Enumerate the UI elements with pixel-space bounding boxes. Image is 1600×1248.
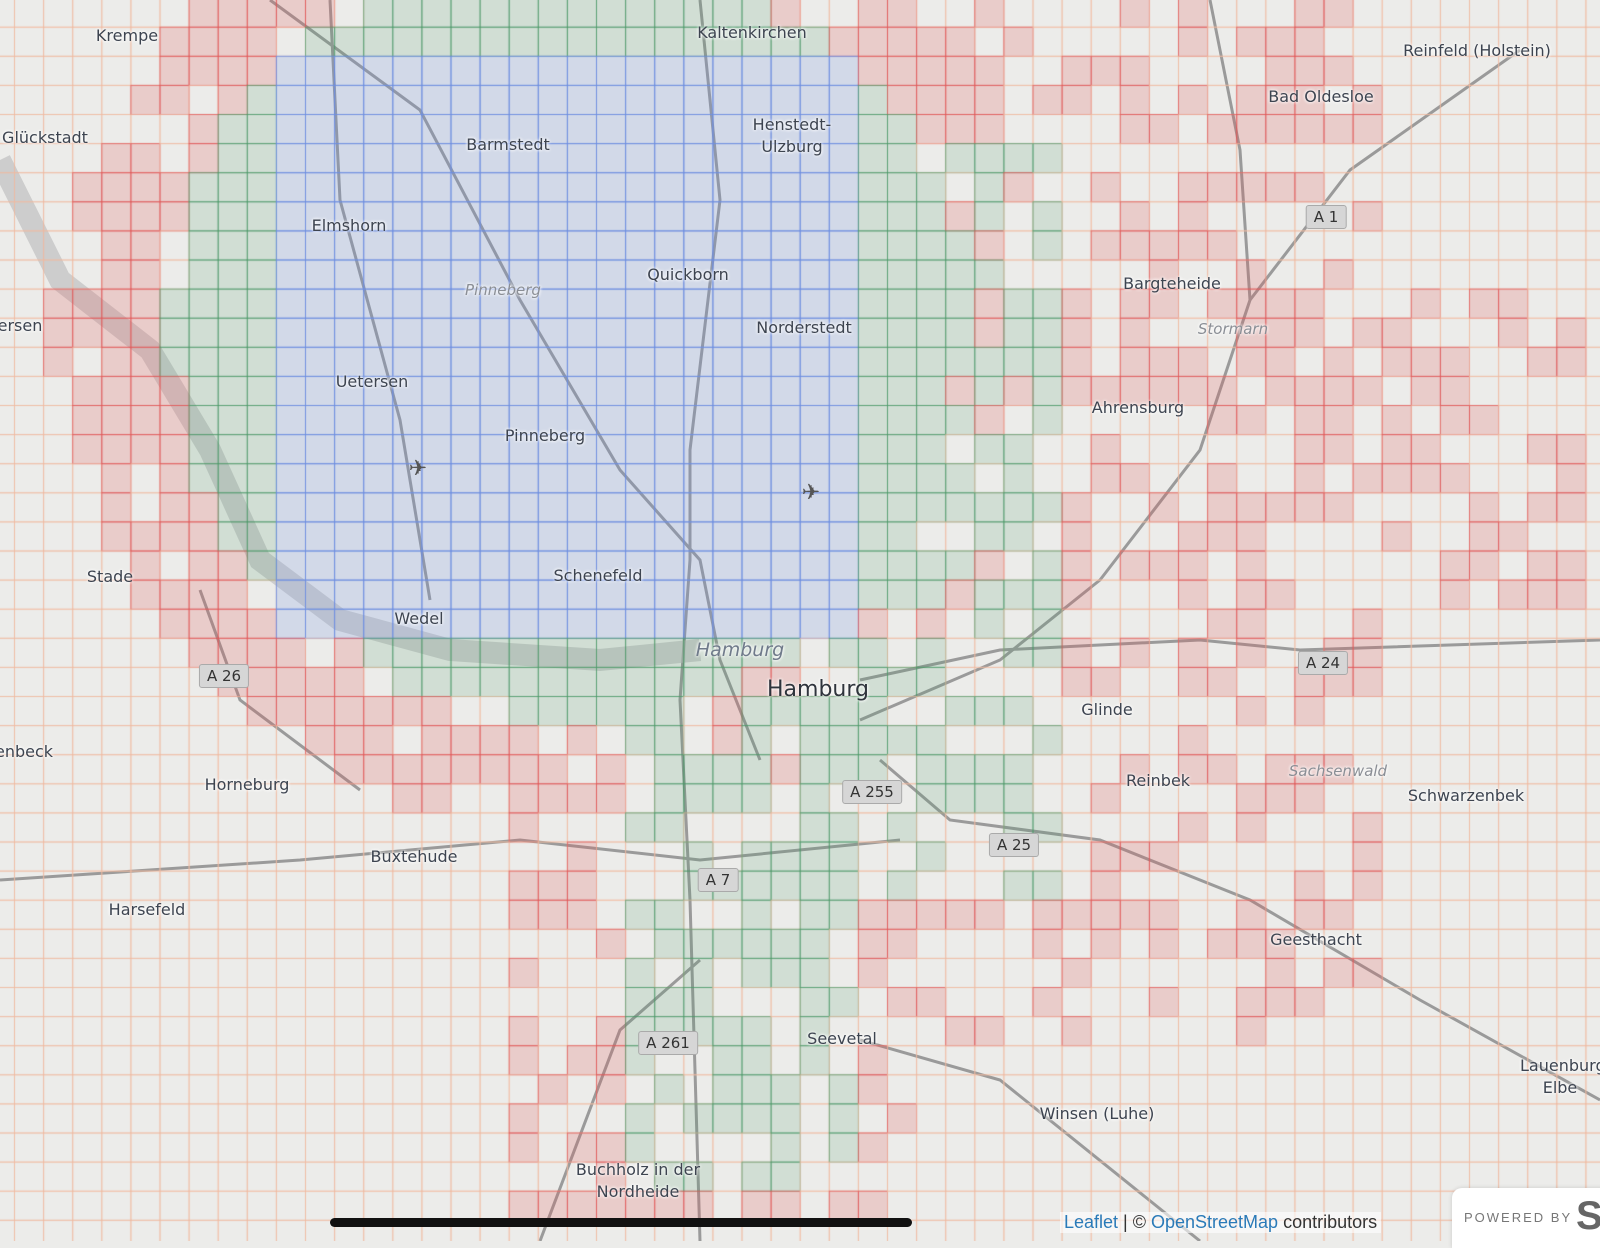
road-shield: A 7: [697, 868, 739, 892]
place-label: Glückstadt: [2, 128, 88, 147]
place-label: Reinbek: [1125, 771, 1191, 790]
place-label: Buchholz in der Nordheide: [575, 1160, 701, 1201]
place-label: Henstedt-Ulzburg: [752, 115, 832, 156]
place-label: Ahrensburg: [1091, 398, 1185, 417]
place-label: Reinfeld (Holstein): [1403, 41, 1551, 60]
place-label: enbeck: [0, 742, 54, 761]
place-label: Kaltenkirchen: [697, 23, 807, 42]
place-label: Harsefeld: [108, 900, 186, 919]
place-label: Pinneberg: [504, 426, 586, 445]
place-label: Schwarzenbek: [1407, 786, 1525, 805]
airport-icon: ✈: [801, 480, 821, 506]
place-label: Bad Oldesloe: [1268, 87, 1374, 106]
road-shield: A 26: [198, 664, 250, 688]
region-label: Hamburg: [695, 639, 785, 661]
powered-by-badge[interactable]: POWERED BY S: [1452, 1188, 1600, 1248]
place-label: Quickborn: [647, 265, 729, 284]
place-label: Krempe: [95, 26, 159, 45]
place-label: Elmshorn: [311, 216, 387, 235]
place-label: Horneburg: [204, 775, 290, 794]
place-label: Geesthacht: [1270, 930, 1362, 949]
airport-icon: ✈: [408, 456, 428, 482]
place-label: Bargteheide: [1123, 274, 1221, 293]
place-label: Seevetal: [807, 1029, 877, 1048]
map-attribution: Leaflet | © OpenStreetMap contributors: [1060, 1212, 1382, 1233]
place-label: Uetersen: [335, 372, 409, 391]
brand-logo: S: [1576, 1194, 1600, 1238]
place-label: Lauenburg/ Elbe: [1520, 1056, 1600, 1097]
place-label: Winsen (Luhe): [1039, 1104, 1155, 1123]
place-label: Stade: [86, 567, 134, 586]
attribution-text: contributors: [1278, 1212, 1378, 1232]
place-label: Wedel: [394, 609, 444, 628]
road-shield: A 255: [842, 780, 902, 804]
place-label: Glinde: [1081, 700, 1133, 719]
place-label: Norderstedt: [756, 318, 852, 337]
home-indicator: [330, 1218, 912, 1227]
place-label: Buxtehude: [370, 847, 458, 866]
road-shield: A 25: [988, 833, 1040, 857]
place-label: Hamburg: [767, 677, 869, 702]
place-label: ersen: [0, 316, 43, 335]
attribution-separator: | ©: [1118, 1212, 1151, 1232]
region-label: Pinneberg: [465, 281, 541, 299]
road-shield: A 261: [638, 1031, 698, 1055]
road-shield: A 1: [1305, 205, 1347, 229]
powered-by-label: POWERED BY: [1464, 1210, 1573, 1225]
region-label: Sachsenwald: [1288, 762, 1388, 780]
place-label: Barmstedt: [466, 135, 550, 154]
osm-link[interactable]: OpenStreetMap: [1151, 1212, 1279, 1232]
place-label: Schenefeld: [553, 566, 643, 585]
leaflet-link[interactable]: Leaflet: [1064, 1212, 1119, 1232]
region-label: Stormarn: [1197, 320, 1269, 338]
road-shield: A 24: [1297, 651, 1349, 675]
